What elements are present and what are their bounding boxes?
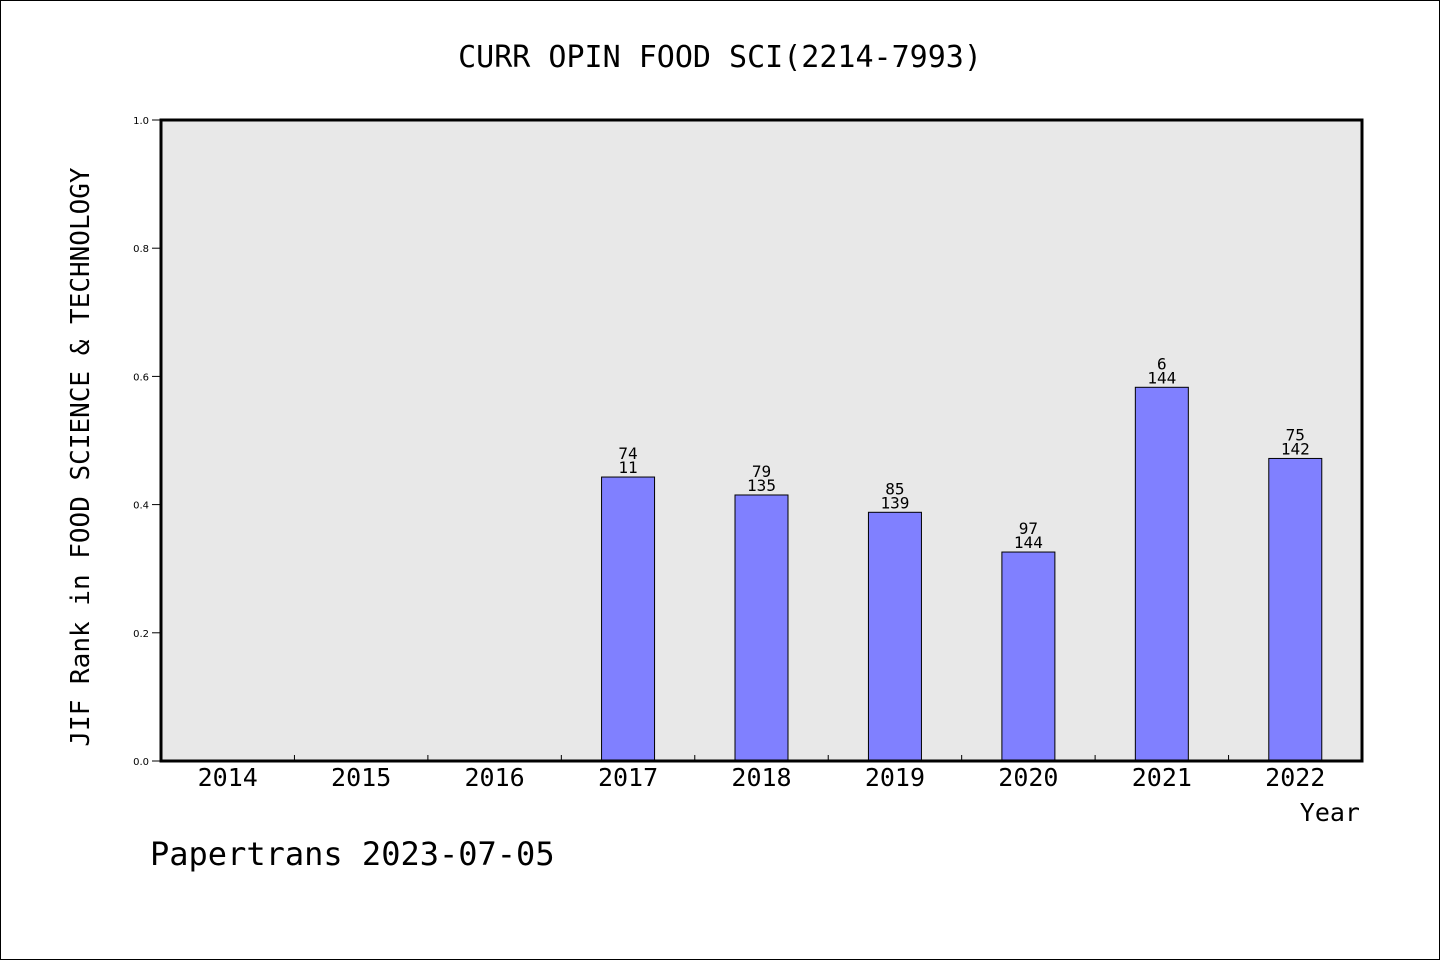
footer-watermark: Papertrans 2023-07-05	[150, 835, 555, 873]
x-tick-label: 2015	[331, 763, 391, 792]
y-ticks-group: 0.0 0.2 0.4 0.6 0.8 1.0	[133, 116, 161, 768]
bar-total-label: 139	[880, 493, 909, 512]
bars-group	[601, 386, 1323, 762]
bar-rank-label: 85	[885, 479, 904, 498]
plot-border	[159, 118, 1364, 763]
x-tick-label: 2016	[465, 763, 525, 792]
x-tick-label: 2019	[865, 763, 925, 792]
x-ticks-group: 2014 2015 2016 2017 2018 2019 2020 2021 2022	[198, 755, 1325, 792]
x-tick-label: 2014	[198, 763, 258, 792]
bar-rank-label: 75	[1286, 425, 1305, 444]
bar-rank-label: 97	[1019, 519, 1038, 538]
x-tick-label: 2018	[731, 763, 791, 792]
bar	[601, 476, 656, 762]
y-tick-label: 0.8	[133, 244, 149, 255]
x-tick-label: 2017	[598, 763, 658, 792]
bar-total-label: 135	[747, 476, 776, 495]
bar	[734, 494, 789, 762]
bar	[867, 511, 922, 762]
bar-total-label: 144	[1014, 533, 1043, 552]
bar-total-label: 144	[1147, 368, 1176, 387]
bar-rank-label: 74	[618, 444, 637, 463]
bar	[1001, 551, 1056, 762]
bar	[1134, 386, 1189, 762]
bar-rank-label: 6	[1157, 354, 1167, 373]
y-tick-label: 0.6	[133, 372, 149, 383]
y-tick-label: 0.4	[133, 501, 149, 512]
y-tick-label: 1.0	[133, 116, 149, 127]
bar-rank-label: 79	[752, 462, 771, 481]
chart-title: CURR OPIN FOOD SCI(2214-7993)	[458, 40, 982, 75]
bar	[1268, 457, 1323, 762]
y-tick-label: 0.2	[133, 629, 149, 640]
x-tick-label: 2022	[1265, 763, 1325, 792]
x-tick-label: 2021	[1132, 763, 1192, 792]
y-tick-label: 0.0	[133, 757, 149, 768]
bar-total-label: 142	[1281, 439, 1310, 458]
x-axis-label: Year	[1300, 798, 1360, 827]
y-axis-label: JIF Rank in FOOD SCIENCE & TECHNOLOGY	[66, 167, 96, 747]
bar-total-label: 11	[618, 458, 637, 477]
x-tick-label: 2020	[998, 763, 1058, 792]
